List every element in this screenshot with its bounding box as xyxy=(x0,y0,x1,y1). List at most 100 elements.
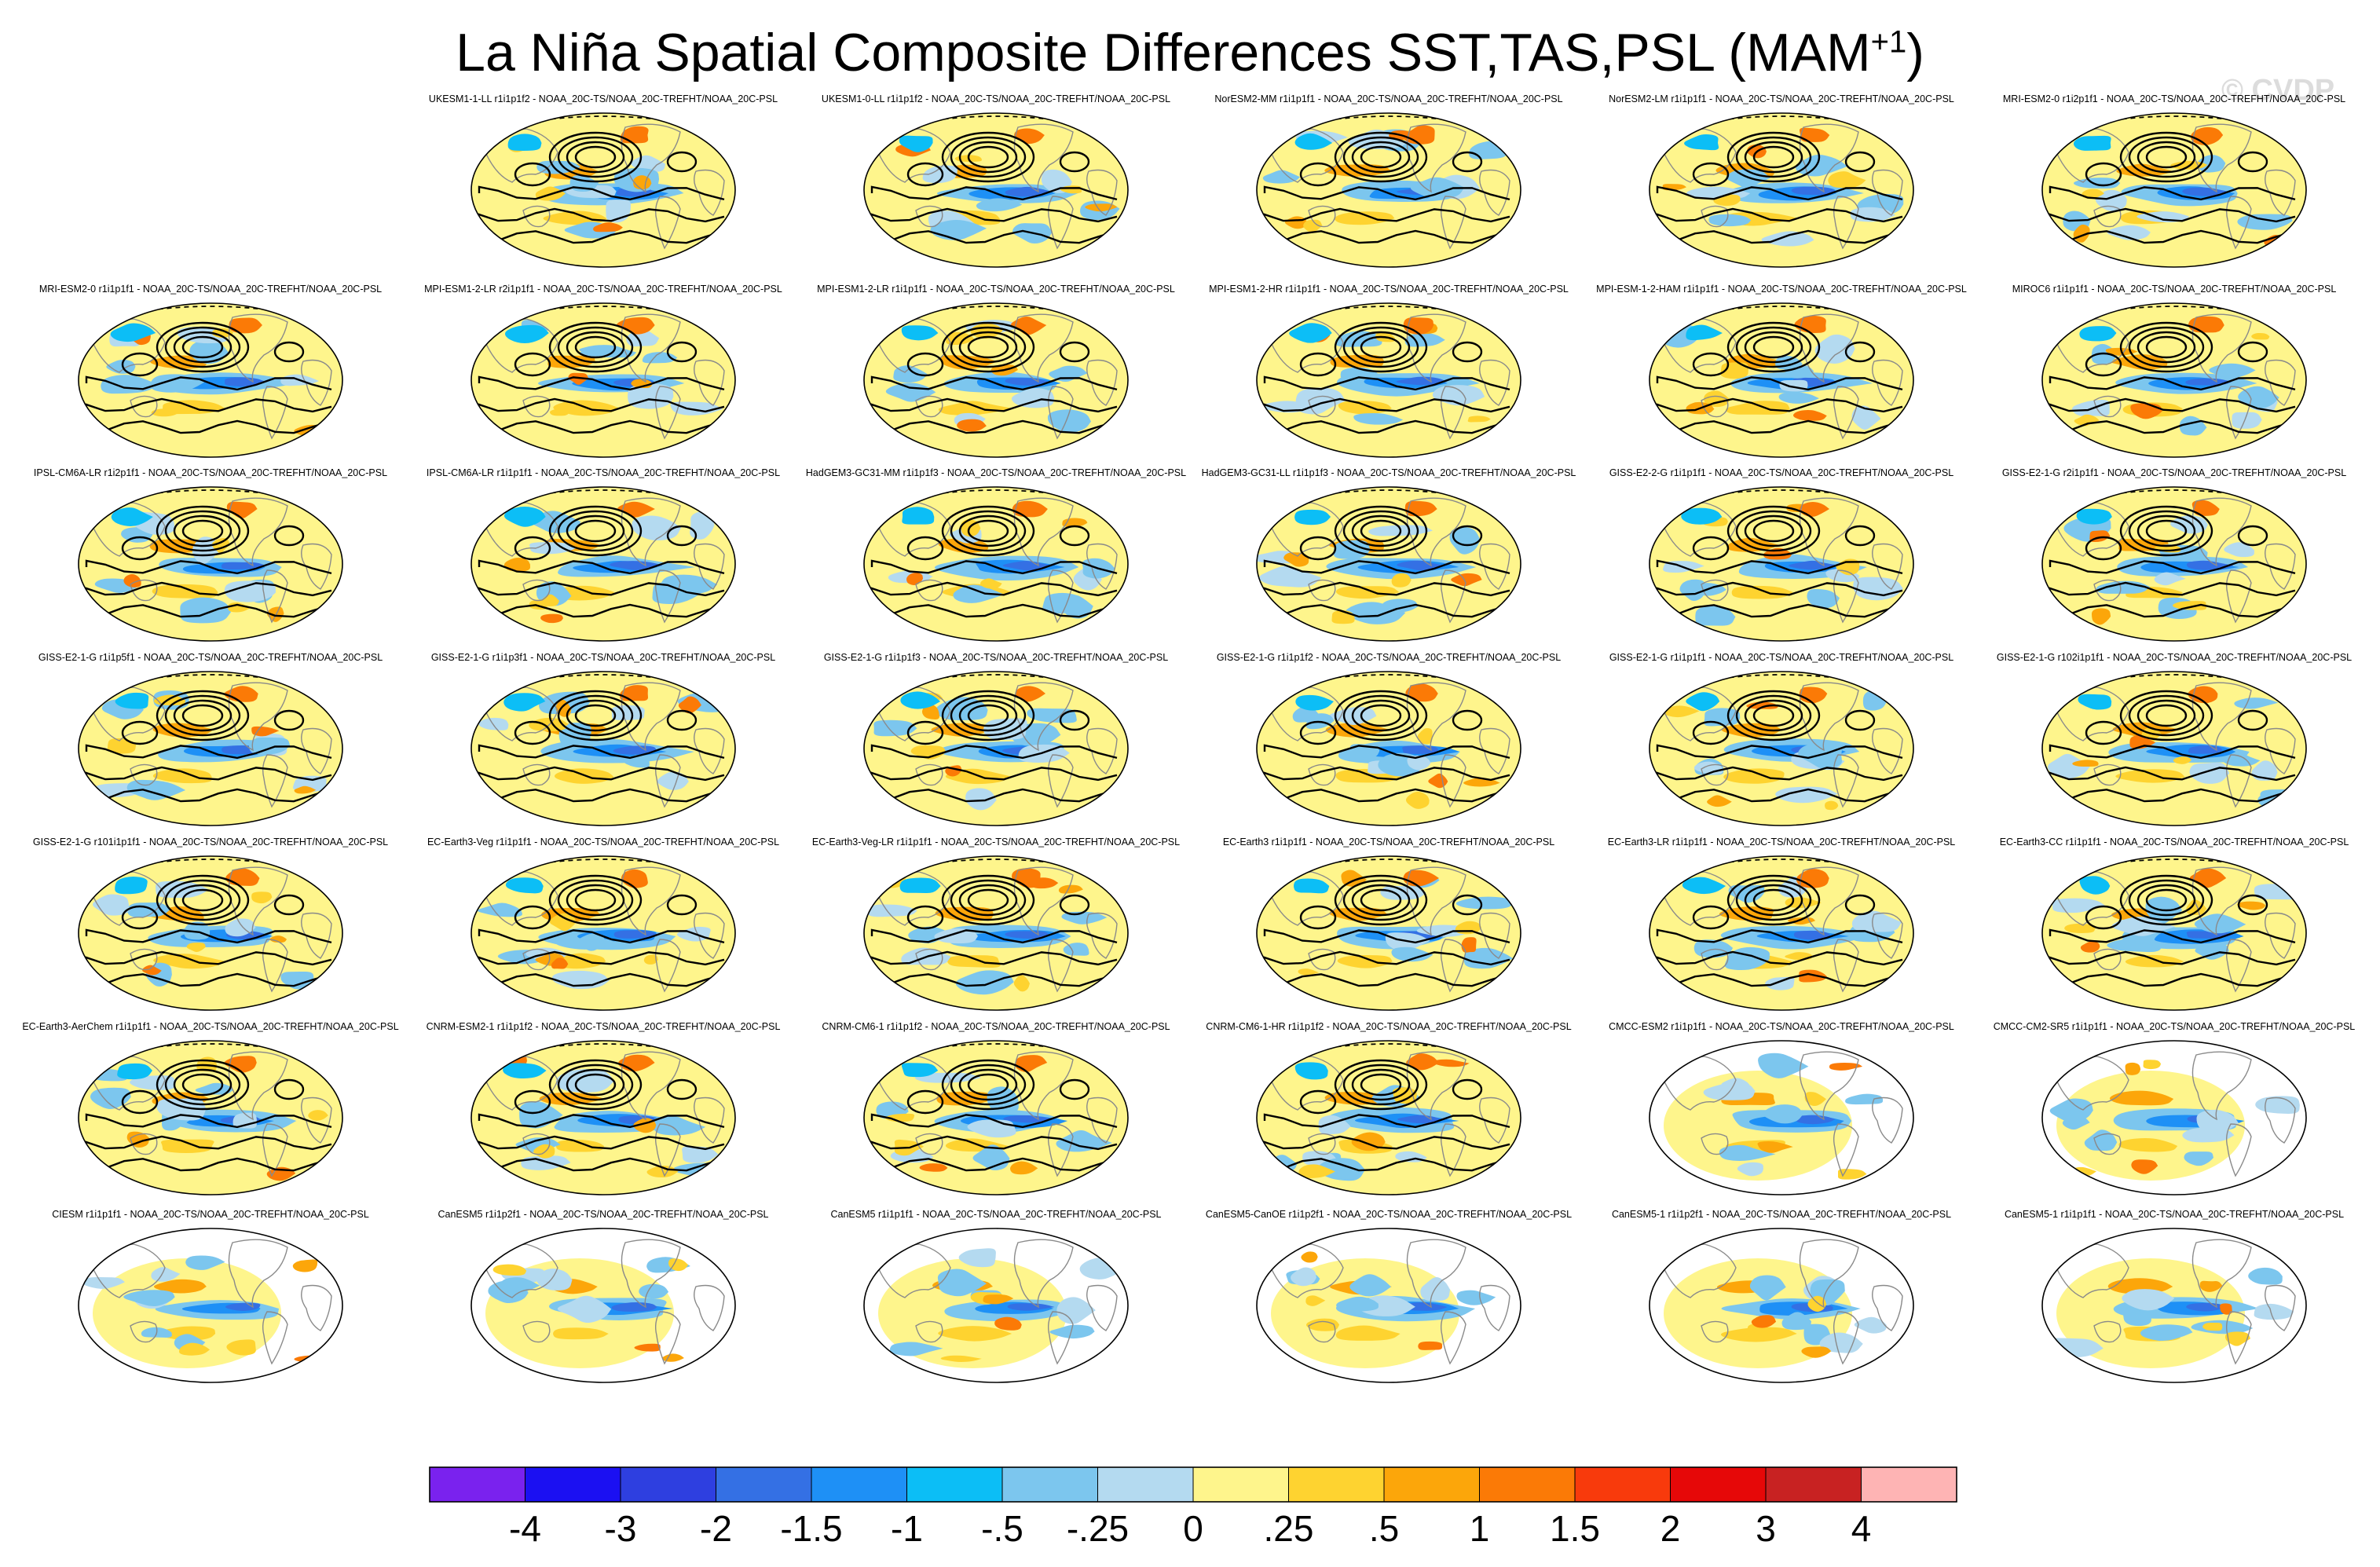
panel-field xyxy=(864,1041,1128,1195)
sst-anomaly xyxy=(661,1353,684,1362)
panel: IPSL-CM6A-LR r1i1p1f1 - NOAA_20C-TS/NOAA… xyxy=(427,467,780,642)
psl-contour xyxy=(85,744,332,760)
sst-anomaly xyxy=(1396,376,1448,386)
continent-outline xyxy=(522,948,551,971)
psl-contour xyxy=(2049,229,2296,245)
tas-anomaly xyxy=(901,1063,939,1078)
continent-outline xyxy=(1440,939,1466,993)
panel-label: CanESM5-CanOE r1i1p2f1 - NOAA_20C-TS/NOA… xyxy=(1206,1209,1572,1220)
psl-contour xyxy=(1263,1157,1510,1173)
sst-anomaly xyxy=(2195,943,2229,960)
sst-anomaly xyxy=(631,155,666,173)
sst-anomaly xyxy=(1825,800,1839,811)
panel-field xyxy=(1650,1041,1913,1195)
sst-anomaly xyxy=(152,723,214,738)
globe-outline xyxy=(471,302,736,458)
psl-contour xyxy=(478,581,725,597)
continent-outline xyxy=(2093,395,2122,418)
psl-contour xyxy=(1351,331,1411,364)
psl-contour xyxy=(85,1135,332,1151)
psl-contour xyxy=(1726,321,1821,373)
psl-contour xyxy=(870,928,1118,944)
sst-anomaly xyxy=(81,1277,125,1289)
psl-contour xyxy=(478,375,725,391)
colorbar-tick-label: -2 xyxy=(700,1508,732,1549)
continent-outline xyxy=(1872,727,1903,774)
psl-contour xyxy=(1752,888,1795,912)
panel-field xyxy=(864,672,1128,826)
continent-outline xyxy=(1833,939,1859,993)
psl-contour xyxy=(1844,709,1876,731)
sst-anomaly xyxy=(1392,1087,1417,1104)
psl-contour xyxy=(958,699,1018,732)
tas-anomaly xyxy=(110,323,156,342)
panel-label: NorESM2-MM r1i1p1f1 - NOAA_20C-TS/NOAA_2… xyxy=(1214,93,1562,104)
continent-outline xyxy=(1872,359,1903,406)
psl-contour xyxy=(478,1157,725,1173)
sst-anomaly xyxy=(1305,1295,1326,1306)
continent-outline xyxy=(522,763,551,786)
continent-outline xyxy=(1308,948,1336,971)
psl-contour xyxy=(1334,1059,1428,1111)
colorbar-swatch xyxy=(1288,1467,1385,1502)
psl-contour xyxy=(1263,581,1510,597)
continent-outline xyxy=(130,1133,158,1155)
sst-anomaly xyxy=(543,211,607,225)
sst-anomaly xyxy=(2143,1060,2162,1070)
continent-outline xyxy=(228,1239,288,1309)
panel-label: CIESM r1i1p1f1 - NOAA_20C-TS/NOAA_20C-TR… xyxy=(52,1209,369,1220)
psl-contour xyxy=(2128,879,2205,921)
continent-outline xyxy=(2191,1239,2252,1309)
psl-contour xyxy=(2237,709,2268,731)
tas-anomaly xyxy=(2073,135,2111,151)
continent-outline xyxy=(228,866,288,936)
continent-outline xyxy=(2191,313,2252,383)
psl-contour xyxy=(2085,905,2122,930)
continent-outline xyxy=(2191,1051,2252,1121)
globe-outline xyxy=(78,302,343,458)
sst-anomaly xyxy=(1305,1318,1340,1331)
psl-contour xyxy=(870,229,1118,245)
sst-anomaly xyxy=(540,723,567,731)
psl-contour xyxy=(574,335,617,359)
psl-contour xyxy=(2128,510,2205,552)
sst-anomaly xyxy=(1456,1290,1496,1305)
colorbar-swatch xyxy=(1479,1467,1576,1502)
continent-outline xyxy=(1799,497,1859,567)
tas-anomaly xyxy=(2079,876,2111,895)
sst-anomaly xyxy=(2197,155,2226,173)
panel: EC-Earth3 r1i1p1f1 - NOAA_20C-TS/NOAA_20… xyxy=(1223,837,1554,1011)
sst-anomaly xyxy=(1807,1295,1827,1312)
panel-field xyxy=(1650,113,1913,267)
continent-outline xyxy=(1479,912,1510,959)
tas-anomaly xyxy=(2078,694,2112,710)
sst-anomaly xyxy=(937,1269,987,1297)
psl-contour xyxy=(85,603,332,619)
sst-anomaly xyxy=(1731,585,1793,599)
continent-outline xyxy=(1013,1239,1074,1309)
psl-contour xyxy=(950,136,1027,178)
sst-anomaly xyxy=(1751,1315,1777,1328)
psl-contour xyxy=(958,141,1018,174)
psl-contour xyxy=(1735,136,1812,178)
continent-outline xyxy=(1086,169,1118,216)
colorbar-swatch xyxy=(621,1467,716,1502)
continent-outline xyxy=(1799,123,1859,193)
continent-outline xyxy=(130,763,158,786)
continent-outline xyxy=(1308,205,1336,228)
colorbar-tick-label: -.25 xyxy=(1067,1508,1129,1549)
sst-anomaly xyxy=(1737,1162,1763,1177)
psl-contour xyxy=(121,352,159,377)
psl-contour xyxy=(2049,207,2296,223)
continent-outline xyxy=(654,196,681,250)
colorbar-tick-label: .5 xyxy=(1369,1508,1399,1549)
psl-contour xyxy=(1342,879,1419,921)
sst-anomaly xyxy=(1397,1115,1441,1124)
continent-outline xyxy=(1479,1097,1510,1144)
sst-anomaly xyxy=(1451,573,1482,587)
psl-contour xyxy=(2237,894,2268,916)
panel: HadGEM3-GC31-MM r1i1p1f3 - NOAA_20C-TS/N… xyxy=(806,467,1186,642)
colorbar-swatch xyxy=(1193,1467,1289,1502)
panel: CNRM-CM6-1 r1i1p1f2 - NOAA_20C-TS/NOAA_2… xyxy=(822,1021,1170,1195)
sst-anomaly xyxy=(1410,177,1465,200)
